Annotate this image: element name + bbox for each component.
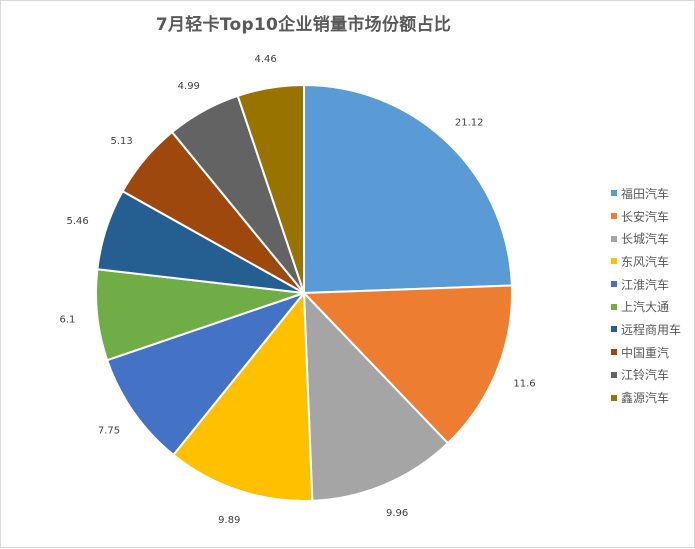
data-label: 9.96 bbox=[386, 508, 408, 519]
legend-label: 东风汽车 bbox=[621, 254, 670, 269]
data-label: 11.6 bbox=[513, 379, 535, 390]
legend-marker-icon bbox=[611, 326, 617, 333]
data-label: 4.99 bbox=[178, 81, 200, 92]
legend-marker-icon bbox=[611, 258, 617, 265]
data-label: 7.75 bbox=[98, 425, 120, 436]
legend-label: 长城汽车 bbox=[621, 232, 670, 247]
legend-label: 远程商用车 bbox=[621, 322, 682, 337]
pie-slice[interactable] bbox=[236, 84, 305, 294]
legend-marker-icon bbox=[611, 190, 617, 197]
legend-label: 江铃汽车 bbox=[621, 368, 670, 383]
legend-item[interactable]: 江淮汽车 bbox=[611, 273, 681, 296]
data-label: 5.13 bbox=[110, 136, 132, 147]
chart-title: 7月轻卡Top10企业销量市场份额占比 bbox=[155, 15, 452, 35]
pie-slice[interactable] bbox=[303, 84, 513, 294]
legend-label: 长安汽车 bbox=[621, 209, 670, 224]
data-label: 4.46 bbox=[254, 54, 276, 65]
pie-slice[interactable] bbox=[106, 292, 305, 456]
pie-slices bbox=[95, 84, 513, 502]
legend-marker-icon bbox=[611, 235, 617, 242]
legend-marker-icon bbox=[611, 281, 617, 288]
legend-item[interactable]: 上汽大通 bbox=[611, 295, 681, 318]
legend-marker-icon bbox=[611, 371, 617, 378]
legend-item[interactable]: 长安汽车 bbox=[611, 205, 681, 228]
legend-marker-icon bbox=[611, 213, 617, 220]
pie-slice[interactable] bbox=[172, 292, 314, 502]
legend: 福田汽车 长安汽车 长城汽车 东风汽车 江淮汽车 上汽大通 远程商用车 中国重汽… bbox=[611, 182, 681, 409]
legend-item[interactable]: 福田汽车 bbox=[611, 182, 681, 205]
legend-item[interactable]: 长城汽车 bbox=[611, 227, 681, 250]
legend-label: 福田汽车 bbox=[621, 186, 670, 201]
legend-item[interactable]: 东风汽车 bbox=[611, 250, 681, 273]
legend-item[interactable]: 中国重汽 bbox=[611, 341, 681, 364]
data-label: 9.89 bbox=[218, 515, 240, 526]
legend-marker-icon bbox=[611, 394, 617, 401]
legend-label: 上汽大通 bbox=[621, 300, 670, 315]
pie-slice[interactable] bbox=[303, 284, 513, 445]
data-label: 21.12 bbox=[455, 118, 484, 129]
legend-label: 江淮汽车 bbox=[621, 277, 670, 292]
legend-item[interactable]: 鑫源汽车 bbox=[611, 386, 681, 409]
legend-item[interactable]: 远程商用车 bbox=[611, 318, 681, 341]
data-label: 6.1 bbox=[59, 315, 75, 326]
data-labels: 21.12 11.6 9.96 9.89 7.75 6.1 5.46 5.13 4.99 4.46 bbox=[59, 54, 535, 526]
pie-slice[interactable] bbox=[303, 292, 449, 502]
legend-marker-icon bbox=[611, 303, 617, 310]
legend-marker-icon bbox=[611, 349, 617, 356]
data-label: 5.46 bbox=[66, 216, 88, 227]
legend-label: 中国重汽 bbox=[621, 345, 670, 360]
legend-label: 鑫源汽车 bbox=[621, 391, 670, 406]
legend-item[interactable]: 江铃汽车 bbox=[611, 364, 681, 387]
